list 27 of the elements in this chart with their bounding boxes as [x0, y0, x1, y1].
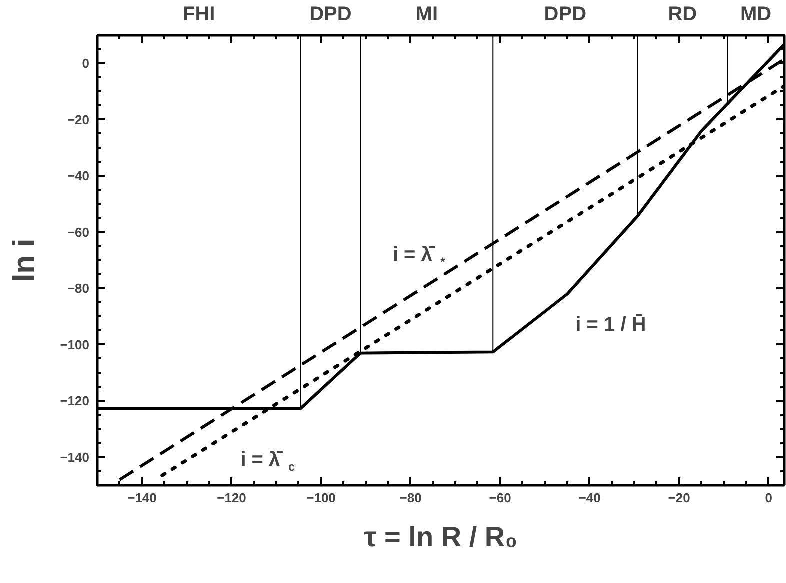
y-tick-label: −120: [60, 394, 90, 409]
y-tick-label: −20: [67, 112, 90, 128]
text: MI: [416, 4, 438, 26]
text: DPD: [310, 4, 352, 26]
series-label: i = 1 / H̄: [576, 314, 646, 336]
y-tick-label: −100: [60, 337, 90, 352]
x-tick-label: −120: [217, 490, 246, 506]
y-tick-label: −140: [60, 450, 90, 465]
x-tick-label: 0: [765, 490, 772, 506]
x-tick-label: −100: [306, 490, 336, 506]
text: MD: [740, 4, 772, 26]
text: RD: [668, 4, 698, 26]
y-axis-title: ln i: [8, 238, 42, 282]
text: DPD: [544, 4, 587, 26]
text: FHI: [182, 4, 216, 26]
x-tick-label: −140: [128, 490, 157, 506]
x-tick-label: −20: [668, 490, 690, 506]
y-tick-label: −40: [67, 168, 90, 184]
x-axis-title: τ = ln R / R₀: [364, 522, 518, 552]
series-label: i = λ̄*: [392, 244, 446, 269]
x-tick-label: −60: [489, 490, 512, 506]
x-tick-label: −40: [578, 490, 601, 506]
y-tick-label: −80: [67, 281, 90, 296]
series-label: i = λ̄c: [240, 449, 296, 474]
x-tick-label: −80: [400, 490, 422, 506]
y-tick-label: 0: [82, 56, 90, 72]
y-tick-label: −60: [67, 224, 90, 240]
